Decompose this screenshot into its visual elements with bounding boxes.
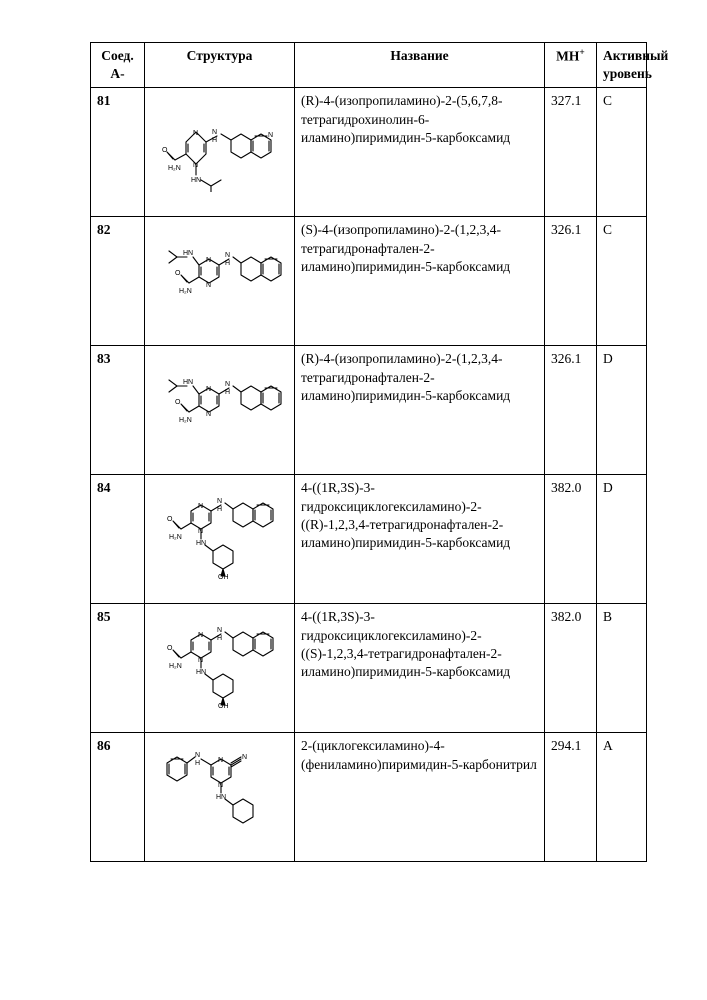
- svg-text:O: O: [167, 645, 173, 652]
- svg-text:O: O: [175, 270, 181, 277]
- compound-id: 83: [91, 346, 145, 475]
- svg-text:N: N: [206, 411, 211, 418]
- compound-name: 2-(циклогексиламино)-4-(фениламино)пирим…: [295, 733, 545, 862]
- compound-structure: N N O H₂N N H: [145, 475, 295, 604]
- compound-structure: N N N N H: [145, 733, 295, 862]
- svg-text:N: N: [218, 757, 223, 764]
- structure-diagram: N N O H₂N HN: [151, 92, 291, 192]
- svg-text:N: N: [195, 752, 200, 759]
- compound-id: 82: [91, 217, 145, 346]
- structure-diagram: N N O H₂N N H: [151, 608, 291, 708]
- compound-id: 81: [91, 88, 145, 217]
- compound-structure: HN N N O H₂N N H: [145, 346, 295, 475]
- svg-text:O: O: [167, 516, 173, 523]
- compound-mh: 382.0: [545, 475, 597, 604]
- compound-activity: B: [597, 604, 647, 733]
- svg-text:H₂N: H₂N: [169, 663, 182, 670]
- svg-text:OH: OH: [218, 703, 229, 708]
- compound-activity: C: [597, 217, 647, 346]
- table-row: 84 N N O H₂N: [91, 475, 647, 604]
- compound-activity: D: [597, 475, 647, 604]
- svg-text:N: N: [268, 132, 273, 139]
- compound-mh: 327.1: [545, 88, 597, 217]
- svg-text:OH: OH: [218, 574, 229, 579]
- compound-id: 85: [91, 604, 145, 733]
- col-header-mh: MH+: [545, 43, 597, 88]
- compound-mh: 294.1: [545, 733, 597, 862]
- svg-text:N: N: [242, 754, 247, 761]
- structure-diagram: HN N N O H₂N: [151, 221, 291, 321]
- svg-text:N: N: [198, 632, 203, 639]
- table-header-row: Соед. А- Структура Название MH+ Активный…: [91, 43, 647, 88]
- table-row: 82 HN N N: [91, 217, 647, 346]
- svg-text:N: N: [217, 627, 222, 634]
- document-page: Соед. А- Структура Название MH+ Активный…: [0, 0, 707, 1000]
- svg-text:H: H: [225, 260, 230, 267]
- svg-text:N: N: [206, 257, 211, 264]
- compound-name: (S)-4-(изопропиламино)-2-(1,2,3,4-тетраг…: [295, 217, 545, 346]
- structure-diagram: N N O H₂N N H: [151, 479, 291, 579]
- compound-name: (R)-4-(изопропиламино)-2-(1,2,3,4-тетраг…: [295, 346, 545, 475]
- compound-id: 86: [91, 733, 145, 862]
- svg-text:N: N: [225, 252, 230, 259]
- svg-text:H: H: [217, 635, 222, 642]
- table-body: 81 N N O H₂N: [91, 88, 647, 862]
- svg-text:HN: HN: [196, 669, 206, 676]
- table-row: 86 N N N: [91, 733, 647, 862]
- svg-text:HN: HN: [183, 379, 193, 386]
- compound-name: 4-((1R,3S)-3-гидроксициклогексиламино)-2…: [295, 475, 545, 604]
- svg-text:H: H: [212, 137, 217, 144]
- structure-diagram: N N N N H: [151, 737, 291, 837]
- compound-structure: N N O H₂N N H: [145, 604, 295, 733]
- col-header-activity: Активный уровень: [597, 43, 647, 88]
- compound-activity: C: [597, 88, 647, 217]
- compound-id: 84: [91, 475, 145, 604]
- col-header-id: Соед. А-: [91, 43, 145, 88]
- compound-structure: N N O H₂N HN: [145, 88, 295, 217]
- compound-mh: 382.0: [545, 604, 597, 733]
- svg-text:H₂N: H₂N: [168, 165, 181, 172]
- svg-text:H: H: [225, 389, 230, 396]
- col-header-structure: Структура: [145, 43, 295, 88]
- compound-activity: A: [597, 733, 647, 862]
- structure-diagram: HN N N O H₂N N H: [151, 350, 291, 450]
- svg-text:N: N: [206, 386, 211, 393]
- table-row: 81 N N O H₂N: [91, 88, 647, 217]
- compound-structure: HN N N O H₂N: [145, 217, 295, 346]
- compound-activity: D: [597, 346, 647, 475]
- table-row: 83 HN N N: [91, 346, 647, 475]
- compound-mh: 326.1: [545, 217, 597, 346]
- svg-text:N: N: [206, 282, 211, 289]
- svg-text:HN: HN: [196, 540, 206, 547]
- compound-name: (R)-4-(изопропиламино)-2-(5,6,7,8-тетраг…: [295, 88, 545, 217]
- svg-text:HN: HN: [191, 177, 201, 184]
- col-header-name: Название: [295, 43, 545, 88]
- svg-text:N: N: [193, 130, 198, 137]
- compound-name: 4-((1R,3S)-3-гидроксициклогексиламино)-2…: [295, 604, 545, 733]
- svg-text:H₂N: H₂N: [179, 288, 192, 295]
- svg-text:H₂N: H₂N: [179, 417, 192, 424]
- svg-text:O: O: [175, 399, 181, 406]
- svg-text:HN: HN: [216, 794, 226, 801]
- svg-text:N: N: [225, 381, 230, 388]
- compounds-table: Соед. А- Структура Название MH+ Активный…: [90, 42, 647, 862]
- svg-text:N: N: [212, 129, 217, 136]
- svg-text:HN: HN: [183, 250, 193, 257]
- svg-text:H₂N: H₂N: [169, 534, 182, 541]
- compound-mh: 326.1: [545, 346, 597, 475]
- svg-text:N: N: [198, 503, 203, 510]
- svg-text:O: O: [162, 147, 168, 154]
- table-row: 85 N N O H₂N N H: [91, 604, 647, 733]
- svg-text:H: H: [217, 506, 222, 513]
- svg-text:H: H: [195, 760, 200, 767]
- svg-text:N: N: [217, 498, 222, 505]
